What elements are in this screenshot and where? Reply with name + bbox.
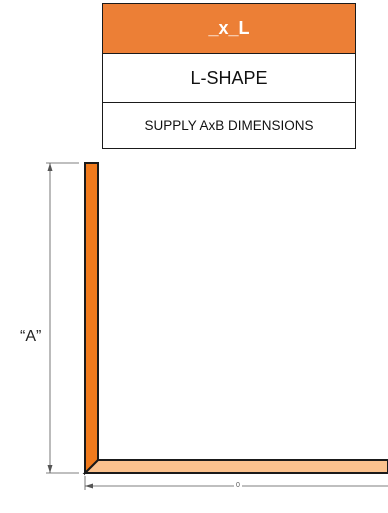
vertical-leg	[84, 162, 99, 476]
spec-table: _x_L L-SHAPE SUPPLY AxB DIMENSIONS	[102, 3, 356, 149]
dimension-a-label: “A”	[20, 328, 42, 345]
profile-code: _x_L	[103, 4, 355, 54]
profile-shape-name: L-SHAPE	[103, 54, 355, 103]
dimension-b-label: 0	[234, 482, 242, 489]
profile-instruction: SUPPLY AxB DIMENSIONS	[144, 118, 314, 133]
dimension-a-line	[46, 162, 79, 474]
l-profile	[82, 162, 388, 476]
horizontal-leg	[82, 459, 388, 474]
